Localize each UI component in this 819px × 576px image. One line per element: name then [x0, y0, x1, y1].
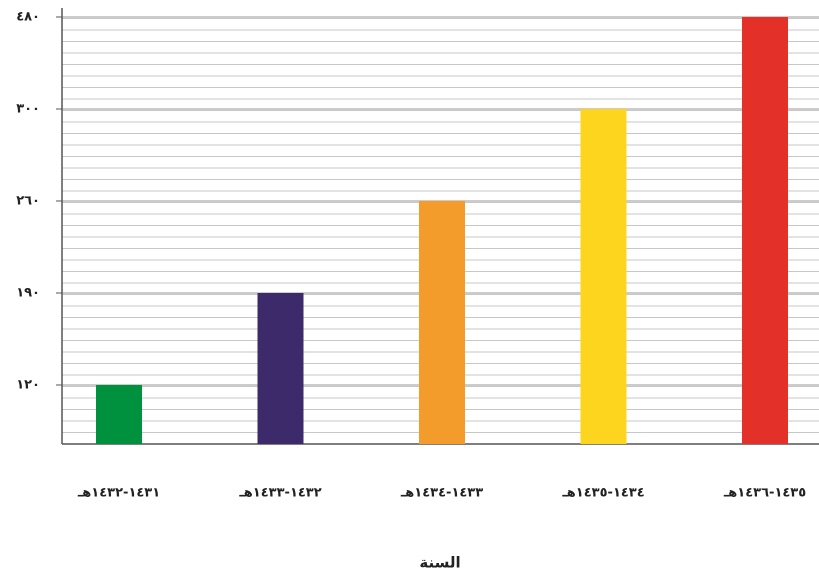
bar	[257, 293, 304, 444]
x-tick-label: ١٤٣٥-١٤٣٦هـ	[723, 486, 806, 501]
bar	[96, 385, 142, 444]
bar	[419, 201, 465, 444]
y-tick-label: ٣٠٠	[16, 102, 40, 117]
x-tick-label: ١٤٣١-١٤٣٢هـ	[77, 486, 160, 501]
bar	[742, 17, 788, 444]
y-tick-label: ١٢٠	[16, 378, 40, 393]
y-tick-label: ٢٦٠	[16, 194, 40, 209]
bar	[580, 109, 627, 444]
x-axis-title: السنة	[419, 554, 460, 572]
x-tick-label: ١٤٣٤-١٤٣٥هـ	[561, 486, 644, 501]
x-tick-label: ١٤٣٢-١٤٣٣هـ	[238, 486, 321, 501]
x-tick-label: ١٤٣٣-١٤٣٤هـ	[400, 486, 483, 501]
y-tick-label: ٤٨٠	[16, 10, 40, 25]
y-tick-label: ١٩٠	[16, 286, 40, 301]
